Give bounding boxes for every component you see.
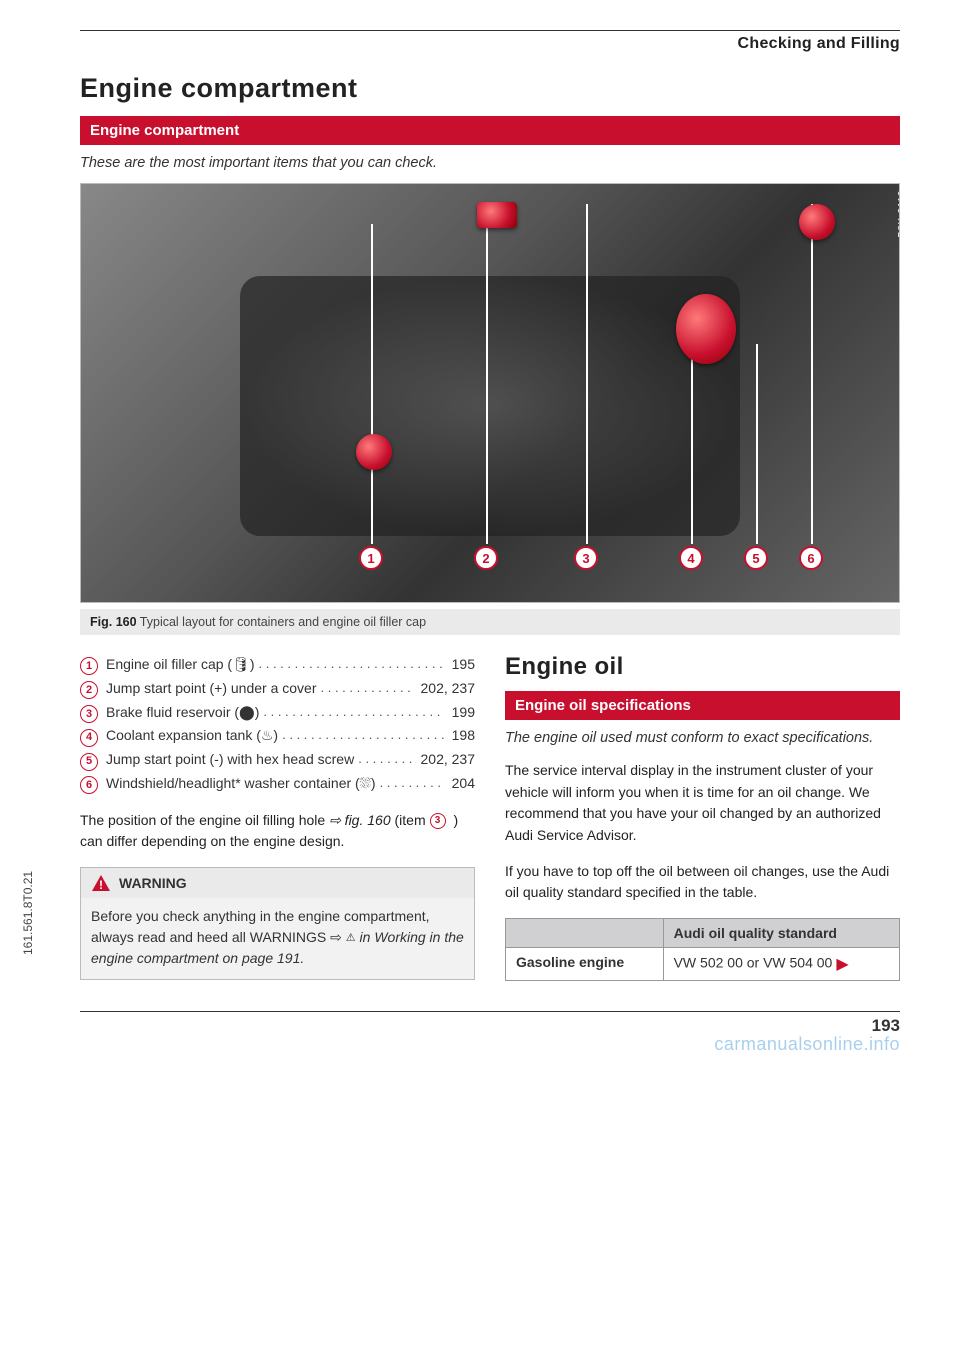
item-text: Coolant expansion tank (♨)	[106, 724, 444, 748]
figure-caption: Fig. 160 Typical layout for containers a…	[80, 609, 900, 635]
engine-red-component	[799, 204, 835, 240]
intro-text: These are the most important items that …	[80, 155, 900, 171]
right-column: Engine oil Engine oil specifications The…	[505, 653, 900, 981]
section-title: Engine compartment	[80, 73, 900, 104]
table-header-standard: Audi oil quality standard	[663, 919, 899, 948]
item-text: Engine oil filler cap (🛢)	[106, 653, 444, 677]
item-page-ref: 195	[444, 653, 475, 677]
top-rule	[80, 30, 900, 31]
circled-number-icon: 6	[80, 776, 98, 794]
engine-red-component	[676, 294, 736, 364]
item-text: Brake fluid reservoir (⬤)	[106, 701, 444, 725]
item-page-ref: 198	[444, 724, 475, 748]
inline-circled-number: 3	[430, 813, 446, 829]
item-page-ref: 202, 237	[413, 677, 476, 701]
numbered-item-list: 1 Engine oil filler cap (🛢) 195 2 Jump star…	[80, 653, 475, 796]
circled-number-icon: 1	[80, 657, 98, 675]
note-text-a: The position of the engine oil filling h…	[80, 812, 329, 828]
callout-number: 4	[679, 546, 703, 570]
table-header-empty	[506, 919, 664, 948]
svg-text:!: !	[99, 878, 103, 892]
left-column: 1 Engine oil filler cap (🛢) 195 2 Jump star…	[80, 653, 475, 981]
item-page-ref: 202, 237	[413, 748, 476, 772]
callout-line	[371, 224, 373, 544]
page-footer: 193	[80, 1011, 900, 1036]
circled-number-icon: 4	[80, 729, 98, 747]
figure-caption-prefix: Fig. 160	[90, 615, 137, 629]
callout-line	[586, 204, 588, 544]
page-number: 193	[872, 1016, 900, 1036]
callout-number: 6	[799, 546, 823, 570]
callout-line	[811, 204, 813, 544]
oil-quality-table: Audi oil quality standard Gasoline engin…	[505, 918, 900, 981]
callout-number: 3	[574, 546, 598, 570]
watermark: carmanualsonline.info	[80, 1034, 900, 1055]
warning-body: Before you check anything in the engine …	[81, 898, 474, 979]
warning-box: ! WARNING Before you check anything in t…	[80, 867, 475, 980]
list-item: 6 Windshield/headlight* washer container …	[80, 772, 475, 796]
table-cell-standard: VW 502 00 or VW 504 00▶	[663, 948, 899, 981]
engine-red-component	[356, 434, 392, 470]
note-text-b: (item	[395, 812, 430, 828]
item-text: Jump start point (+) under a cover	[106, 677, 413, 701]
figure-image-code: B8K-2119	[897, 190, 900, 238]
callout-number: 2	[474, 546, 498, 570]
callout-number: 5	[744, 546, 768, 570]
item-page-ref: 204	[444, 772, 475, 796]
warning-label: WARNING	[119, 875, 187, 891]
figure-caption-text: Typical layout for containers and engine…	[140, 615, 426, 629]
list-item: 5 Jump start point (-) with hex head scre…	[80, 748, 475, 772]
circled-number-icon: 5	[80, 753, 98, 771]
engine-oil-p1: The service interval display in the inst…	[505, 760, 900, 847]
warning-inline-triangle-icon: ⚠	[346, 930, 356, 947]
doc-code-vertical: 161.561.8T0.21	[21, 871, 35, 955]
item-text: Jump start point (-) with hex head screw	[106, 748, 413, 772]
continue-arrow-icon: ▶	[836, 954, 848, 974]
circled-number-icon: 3	[80, 705, 98, 723]
engine-oil-title: Engine oil	[505, 653, 900, 681]
list-item: 2 Jump start point (+) under a cover 202,…	[80, 677, 475, 701]
warning-header: ! WARNING	[81, 868, 474, 898]
engine-oil-intro: The engine oil used must conform to exac…	[505, 730, 900, 746]
engine-illustration	[240, 276, 740, 536]
list-item: 4 Coolant expansion tank (♨) 198	[80, 724, 475, 748]
note-paragraph: The position of the engine oil filling h…	[80, 810, 475, 853]
note-fig-ref: ⇨ fig. 160	[329, 812, 391, 828]
callout-number: 1	[359, 546, 383, 570]
callout-line	[756, 344, 758, 544]
list-item: 1 Engine oil filler cap (🛢) 195	[80, 653, 475, 677]
callout-line	[691, 344, 693, 544]
figure-engine-compartment: B8K-2119 1 2 3 4 5 6	[80, 183, 900, 603]
engine-red-component	[477, 202, 517, 228]
page-header: Checking and Filling	[80, 35, 900, 53]
subsection-bar-engine-compartment: Engine compartment	[80, 116, 900, 145]
callout-line	[486, 204, 488, 544]
list-item: 3 Brake fluid reservoir (⬤) 199	[80, 701, 475, 725]
circled-number-icon: 2	[80, 681, 98, 699]
table-cell-engine-type: Gasoline engine	[506, 948, 664, 981]
subsection-bar-engine-oil-specs: Engine oil specifications	[505, 691, 900, 720]
engine-oil-p2: If you have to top off the oil between o…	[505, 861, 900, 904]
warning-triangle-icon: !	[91, 874, 111, 892]
item-text: Windshield/headlight* washer container (…	[106, 772, 444, 796]
item-page-ref: 199	[444, 701, 475, 725]
